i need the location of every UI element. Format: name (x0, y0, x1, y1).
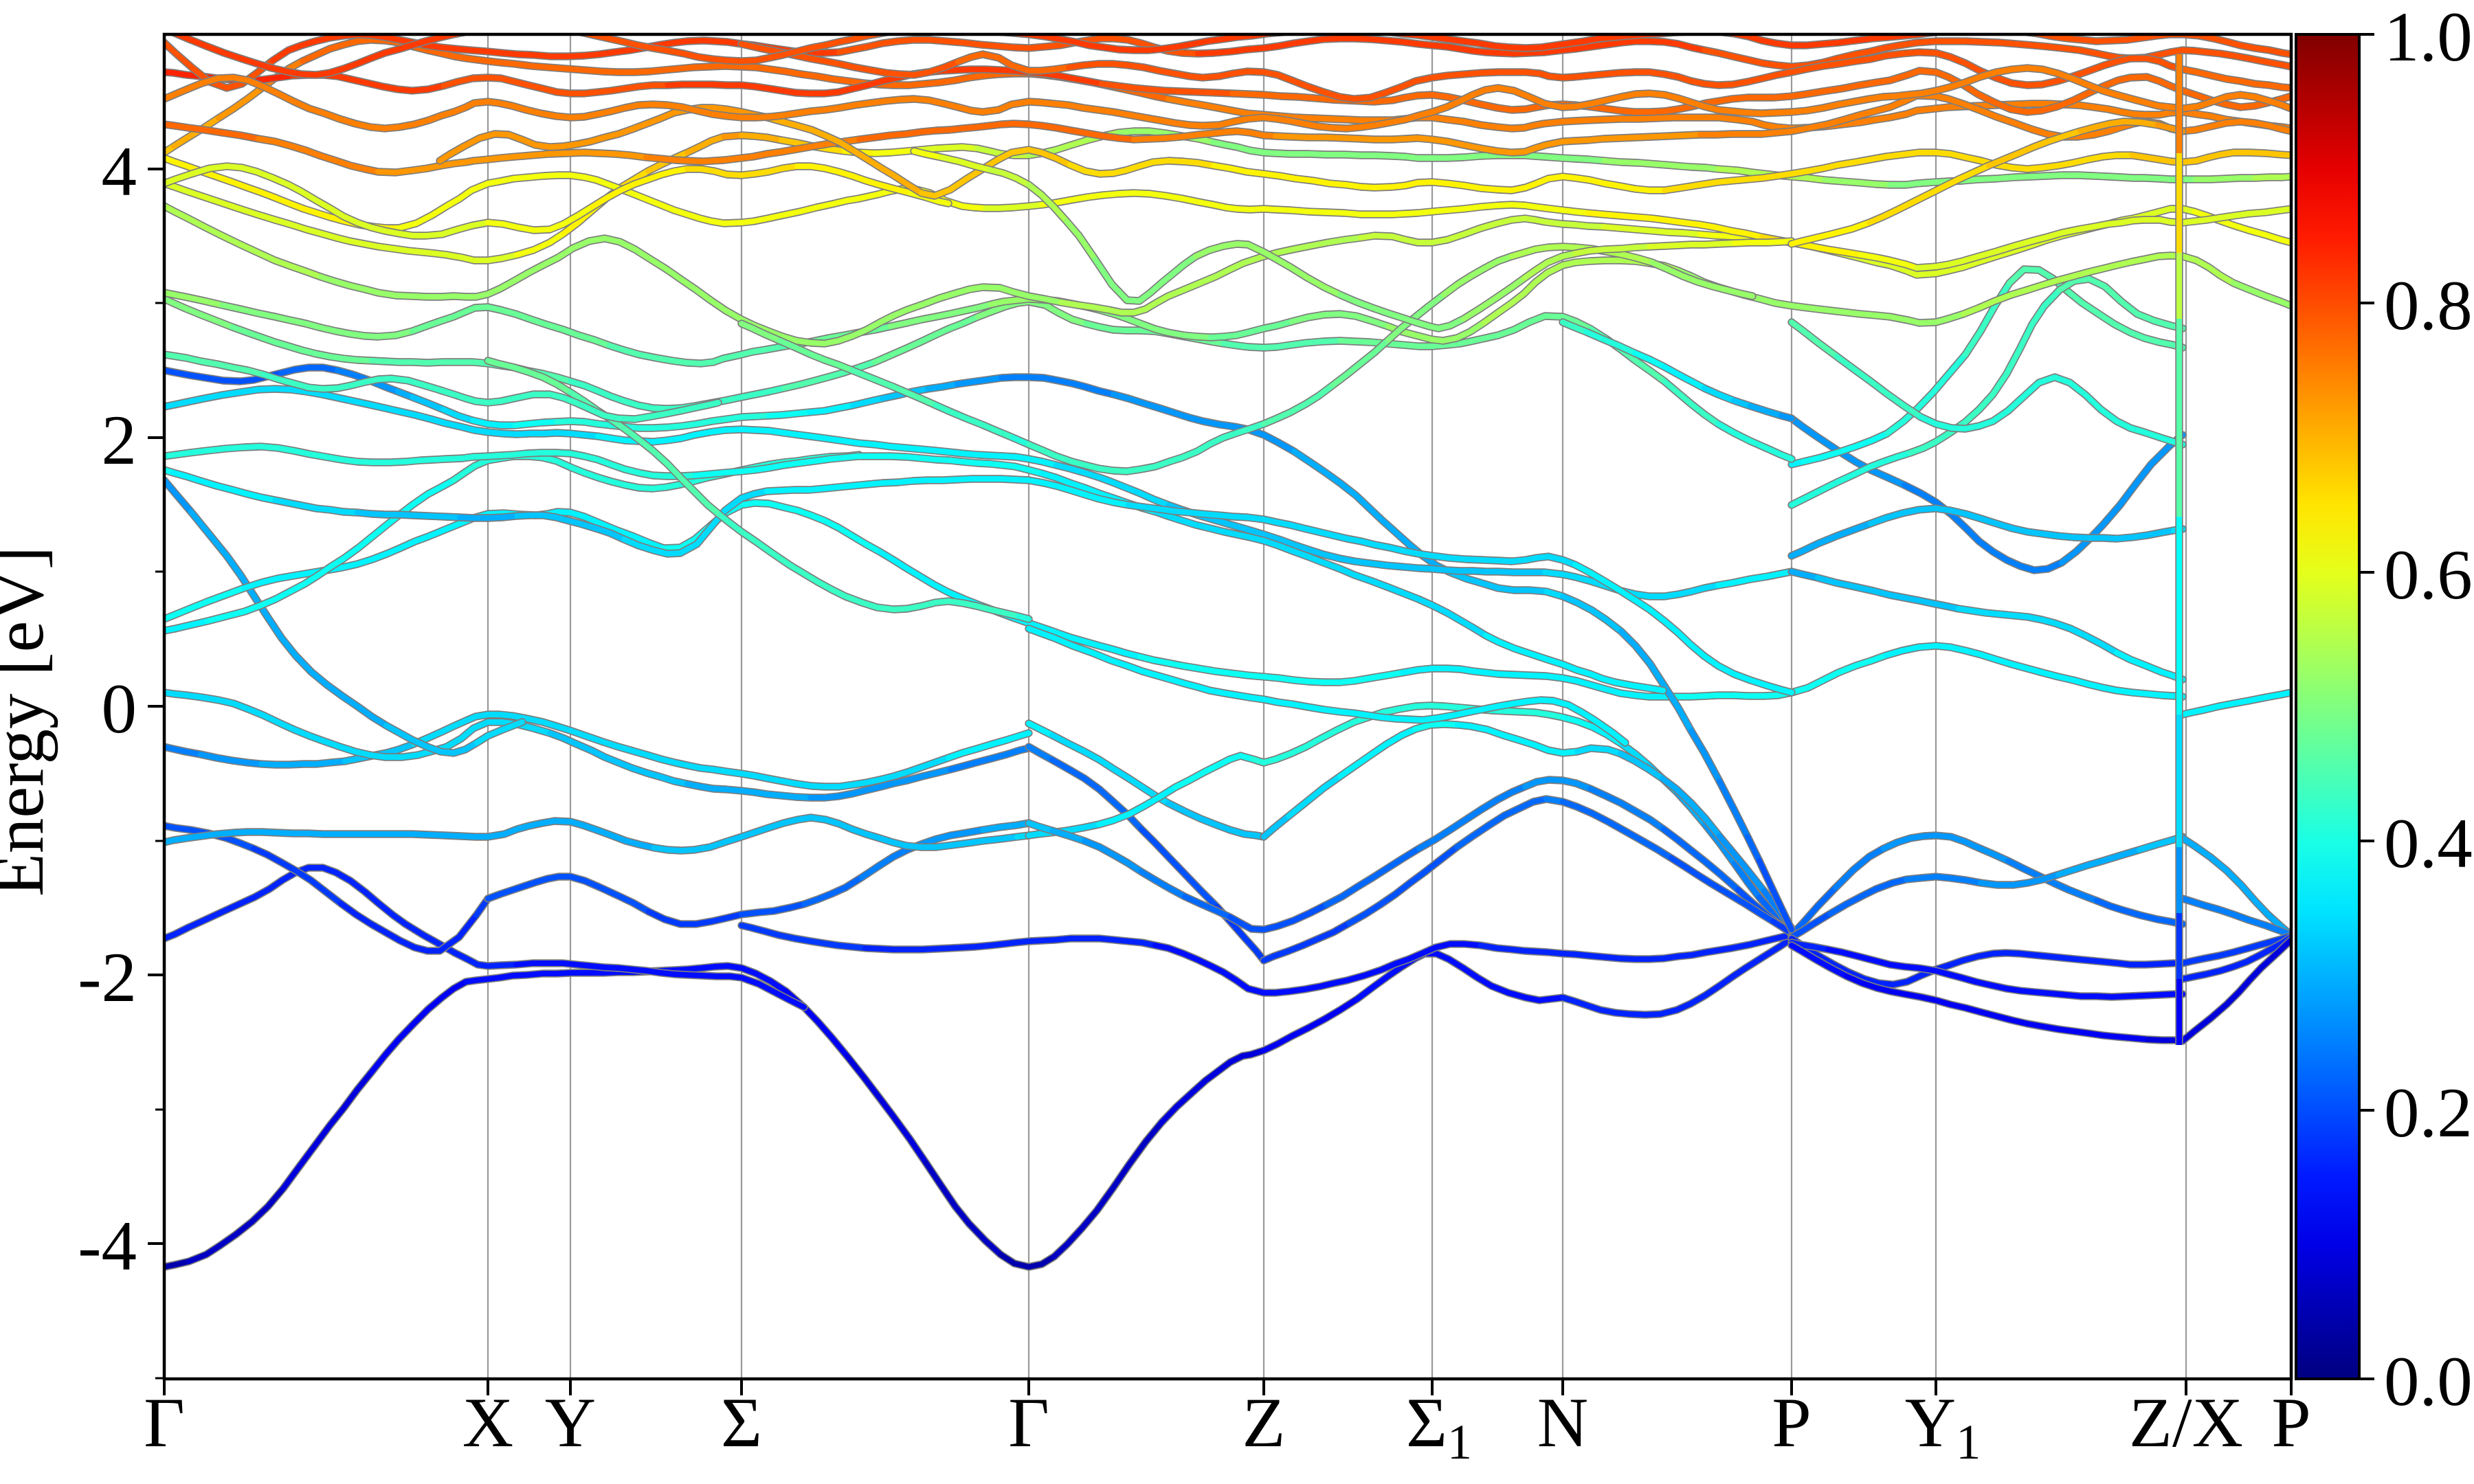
svg-text:Γ: Γ (1008, 1384, 1049, 1462)
svg-text:X: X (463, 1384, 513, 1462)
svg-text:P: P (2271, 1384, 2310, 1462)
svg-text:-2: -2 (78, 938, 137, 1017)
svg-text:0.8: 0.8 (2384, 267, 2473, 345)
svg-text:0.6: 0.6 (2384, 536, 2473, 614)
svg-text:Γ: Γ (144, 1384, 185, 1462)
svg-text:0: 0 (102, 670, 137, 748)
svg-text:Z: Z (1242, 1384, 1286, 1462)
svg-text:0.2: 0.2 (2384, 1074, 2473, 1152)
svg-text:Y: Y (545, 1384, 596, 1462)
svg-text:N: N (1537, 1384, 1588, 1462)
svg-text:1.0: 1.0 (2384, 0, 2473, 76)
svg-text:Σ: Σ (721, 1384, 762, 1462)
svg-text:P: P (1772, 1384, 1811, 1462)
svg-text:Z/X: Z/X (2129, 1384, 2243, 1462)
svg-text:Energy [eV]: Energy [eV] (0, 546, 58, 897)
svg-text:4: 4 (102, 133, 137, 211)
svg-text:0.0: 0.0 (2384, 1342, 2473, 1421)
svg-text:0.4: 0.4 (2384, 805, 2473, 883)
svg-text:-4: -4 (78, 1207, 137, 1285)
svg-text:2: 2 (102, 401, 137, 480)
